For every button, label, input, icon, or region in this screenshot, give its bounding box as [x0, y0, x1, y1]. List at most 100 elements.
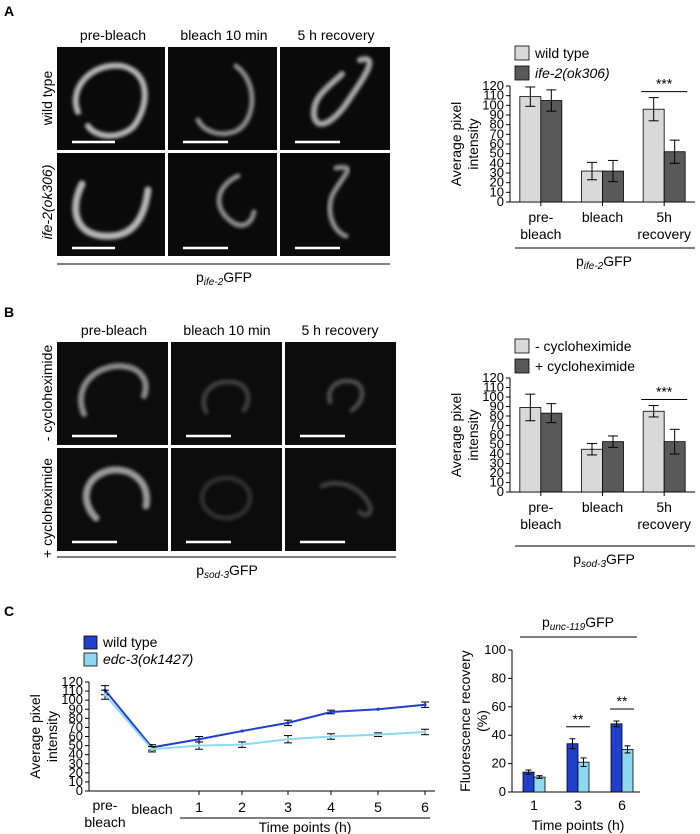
y-tick-label: 50 [490, 146, 504, 161]
row-label-plus-cycloheximide: + cycloheximide [39, 458, 55, 558]
x-category-label: bleach [582, 209, 623, 225]
y-tick-label: 20 [69, 765, 83, 780]
y-tick-label: 70 [69, 719, 83, 734]
y-tick-label: 40 [490, 155, 504, 170]
y-tick-label: 80 [490, 117, 504, 132]
y-axis-label: (%) [474, 710, 490, 732]
micrograph-b-minus-pre [57, 342, 168, 445]
x-tick-label: 1 [195, 799, 203, 815]
significance-marker: *** [656, 76, 673, 92]
significance-marker: *** [656, 384, 673, 400]
promoter-label-a: pife-2GFP [196, 269, 252, 288]
significance-marker: ** [573, 711, 584, 727]
y-axis-label: Average pixel [27, 694, 43, 779]
data-point [423, 703, 427, 707]
legend-swatch [83, 635, 98, 650]
legend-swatch [514, 45, 530, 61]
y-tick-label: 110 [62, 683, 83, 698]
micrograph-a-ife2-pre [57, 153, 165, 256]
y-axis-label: Fluorescence recovery [457, 650, 473, 792]
x-axis-label: Time points (h) [259, 819, 352, 834]
data-point [240, 729, 244, 733]
y-tick-label: 10 [69, 774, 83, 789]
micrograph-a-ife2-recovery [280, 153, 390, 256]
data-point [329, 734, 333, 739]
y-tick-label: 90 [69, 701, 83, 716]
data-point [286, 737, 290, 741]
data-point [423, 730, 427, 734]
legend-label: + cycloheximide [535, 358, 635, 374]
y-tick-label: 10 [490, 475, 504, 490]
row-label-ife-2: ife-2(ok306) [39, 165, 55, 240]
y-tick-label: 120 [61, 674, 83, 689]
y-tick-label: 120 [482, 78, 504, 93]
micrograph-b-plus-recovery [285, 448, 396, 551]
data-point [376, 733, 380, 737]
y-tick-label: 30 [69, 756, 83, 771]
x-tick-label: 5 [374, 799, 382, 815]
row-label-wild-type: wild type [39, 71, 55, 127]
y-tick-label: 0 [499, 784, 506, 799]
y-tick-label: 60 [69, 729, 83, 744]
micrograph-a-wt-bleach [168, 47, 277, 150]
y-tick-label: 20 [490, 175, 504, 190]
bar [519, 96, 542, 203]
x-category-label: recovery [637, 226, 691, 242]
promoter-label-chart-b: psod-3GFP [573, 551, 635, 570]
y-tick-label: 100 [482, 97, 504, 112]
y-tick-label: 20 [492, 756, 506, 771]
panel-letter-c: C [4, 603, 14, 619]
y-tick-label: 40 [490, 446, 504, 461]
micrograph-b-plus-bleach [171, 448, 282, 551]
x-category-label: bleach [520, 516, 561, 532]
y-tick-label: 50 [69, 738, 83, 753]
y-tick-label: 80 [69, 710, 83, 725]
column-label-bleach: bleach 10 min [183, 322, 270, 338]
bar [581, 448, 603, 493]
micrograph-b-plus-pre [57, 448, 168, 551]
x-tick-label: 4 [327, 799, 335, 815]
x-category-label: 3 [574, 797, 582, 813]
y-axis-label: Average pixel [448, 102, 464, 187]
y-tick-label: 80 [490, 408, 504, 423]
x-category-label: bleach [520, 226, 561, 242]
y-tick-label: 100 [61, 692, 83, 707]
promoter-label-chart-a: pife-2GFP [576, 253, 632, 272]
y-axis-label: intensity [465, 118, 481, 169]
legend-label: wild type [534, 45, 590, 61]
bar [602, 441, 624, 493]
x-category-label: pre- [528, 209, 553, 225]
micrograph-a-wt-pre [57, 47, 165, 150]
data-point [150, 747, 154, 751]
y-tick-label: 40 [492, 727, 506, 742]
y-tick-label: 10 [490, 184, 504, 199]
y-tick-label: 70 [490, 418, 504, 433]
panel-b-micrographs: pre-bleach bleach 10 min 5 h recovery - … [39, 322, 396, 581]
y-axis-label: Average pixel [448, 393, 464, 478]
data-point [240, 743, 244, 747]
data-point [103, 693, 107, 697]
bar [642, 410, 665, 493]
x-category-label: 1 [530, 797, 538, 813]
bar [540, 100, 563, 203]
legend-swatch [514, 338, 530, 354]
column-label-pre-bleach: pre-bleach [81, 322, 147, 338]
y-tick-label: 80 [492, 670, 506, 685]
panel-a-micrographs: pre-bleach bleach 10 min 5 h recovery wi… [39, 27, 390, 288]
y-tick-label: 40 [69, 747, 83, 762]
y-axis-label: intensity [465, 409, 481, 460]
data-point [329, 710, 333, 714]
bar [642, 108, 665, 203]
y-tick-label: 20 [490, 465, 504, 480]
bar [621, 749, 634, 793]
y-tick-label: 0 [497, 194, 504, 209]
micrograph-b-minus-bleach [171, 342, 282, 445]
x-axis-label: Time points (h) [532, 817, 625, 833]
chart-c-bar: 0 20 40 60 80 100 Fluorescence recovery (%) 1 3 6 *… [457, 642, 640, 833]
y-tick-label: 30 [490, 165, 504, 180]
x-tick-label: 6 [421, 799, 429, 815]
promoter-label-c: punc-119GFP [542, 614, 614, 633]
y-tick-label: 110 [483, 88, 504, 103]
